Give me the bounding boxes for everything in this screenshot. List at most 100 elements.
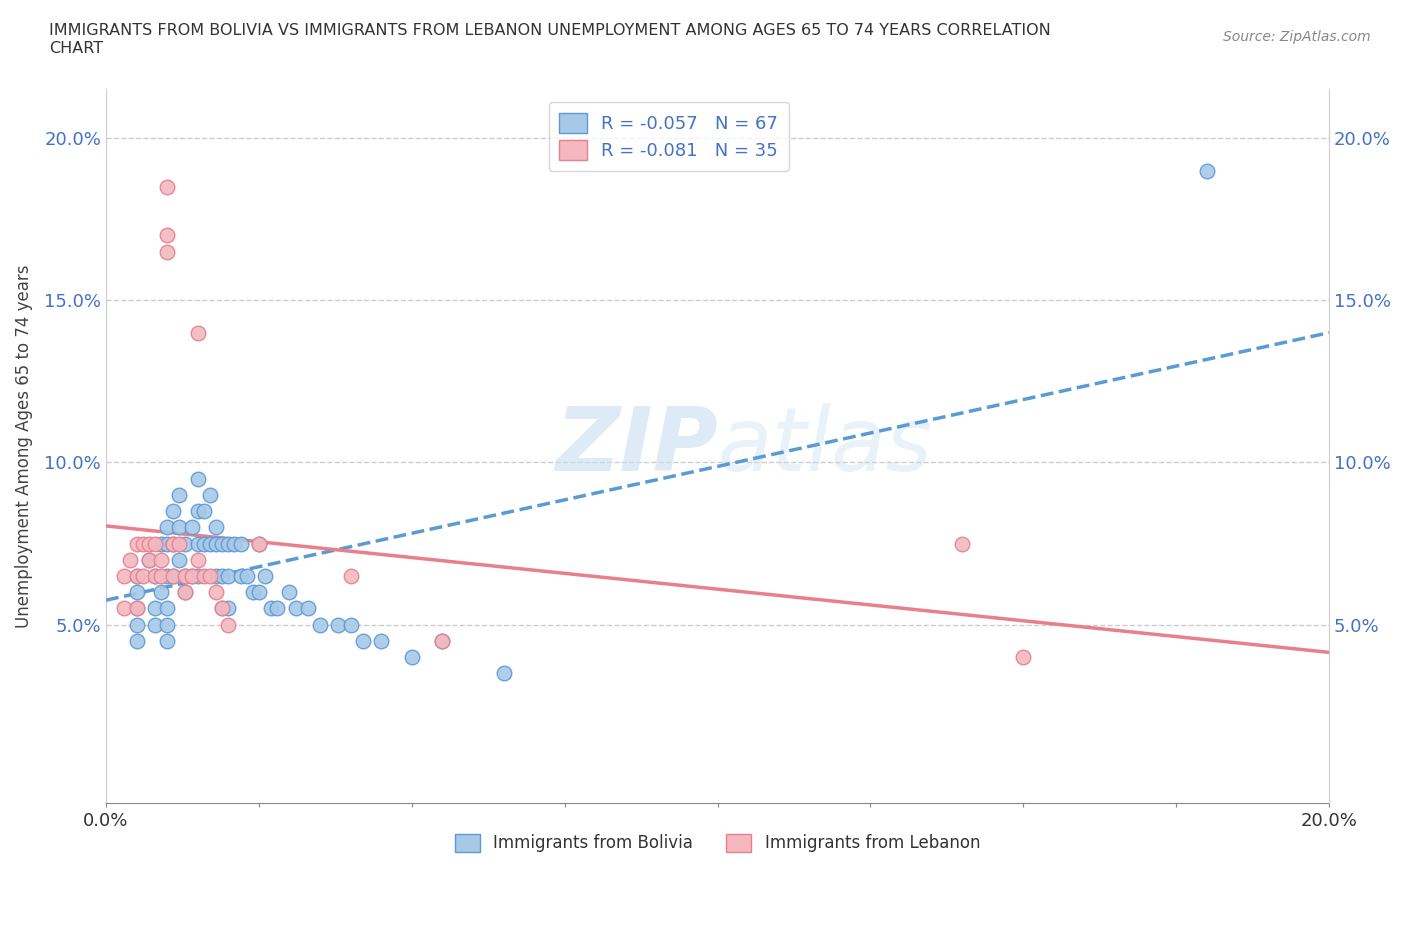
Point (131, 568, 153, 583)
Point (174, 568, 197, 583)
Y-axis label: Unemployment Among Ages 65 to 74 years: Unemployment Among Ages 65 to 74 years (15, 264, 32, 628)
Point (950, 536, 973, 551)
Point (169, 520, 191, 535)
Text: IMMIGRANTS FROM BOLIVIA VS IMMIGRANTS FROM LEBANON UNEMPLOYMENT AMONG AGES 65 TO: IMMIGRANTS FROM BOLIVIA VS IMMIGRANTS FR… (49, 23, 1050, 56)
Point (156, 245, 179, 259)
Point (309, 618, 332, 632)
Point (193, 504, 215, 519)
Point (247, 536, 270, 551)
Point (180, 520, 202, 535)
Point (260, 601, 283, 616)
Point (187, 568, 209, 583)
Point (187, 504, 209, 519)
Point (125, 618, 148, 632)
Point (180, 568, 202, 583)
Point (205, 585, 228, 600)
Point (143, 601, 166, 616)
Point (198, 487, 221, 502)
Point (339, 618, 361, 632)
Point (150, 568, 173, 583)
Point (174, 585, 197, 600)
Point (156, 520, 179, 535)
Point (169, 536, 191, 551)
Point (174, 536, 197, 551)
Point (205, 520, 228, 535)
Point (187, 326, 209, 340)
Point (211, 601, 233, 616)
Point (253, 568, 276, 583)
Point (205, 568, 228, 583)
Point (120, 552, 142, 567)
Point (125, 633, 148, 648)
Legend: Immigrants from Bolivia, Immigrants from Lebanon: Immigrants from Bolivia, Immigrants from… (449, 827, 987, 859)
Point (205, 536, 228, 551)
Point (370, 633, 392, 648)
Point (492, 666, 515, 681)
Point (217, 536, 239, 551)
Point (266, 601, 288, 616)
Point (193, 568, 215, 583)
Point (401, 650, 423, 665)
Point (143, 568, 166, 583)
Point (174, 568, 197, 583)
Point (138, 552, 160, 567)
Point (193, 536, 215, 551)
Point (352, 633, 374, 648)
Point (198, 568, 221, 583)
Point (125, 585, 148, 600)
Point (187, 552, 209, 567)
Point (217, 568, 239, 583)
Point (125, 568, 148, 583)
Point (180, 568, 202, 583)
Point (211, 601, 233, 616)
Point (1012, 650, 1035, 665)
Point (150, 585, 173, 600)
Point (229, 568, 252, 583)
Point (297, 601, 319, 616)
Point (143, 618, 166, 632)
Point (125, 601, 148, 616)
Point (339, 568, 361, 583)
Point (125, 568, 148, 583)
Point (156, 601, 179, 616)
Point (217, 618, 239, 632)
Point (162, 536, 184, 551)
Point (211, 568, 233, 583)
Text: Source: ZipAtlas.com: Source: ZipAtlas.com (1223, 30, 1371, 44)
Point (187, 536, 209, 551)
Point (162, 568, 184, 583)
Point (211, 536, 233, 551)
Point (162, 504, 184, 519)
Point (235, 568, 257, 583)
Point (138, 536, 160, 551)
Point (150, 552, 173, 567)
Point (156, 228, 179, 243)
Point (162, 536, 184, 551)
Point (143, 536, 166, 551)
Point (217, 601, 239, 616)
Point (156, 536, 179, 551)
Point (131, 536, 153, 551)
Point (278, 585, 301, 600)
Point (156, 179, 179, 194)
Text: ZIP: ZIP (555, 403, 717, 490)
Point (112, 568, 135, 583)
Point (169, 487, 191, 502)
Point (1195, 163, 1218, 178)
Point (284, 601, 307, 616)
Point (169, 552, 191, 567)
Point (125, 601, 148, 616)
Point (125, 536, 148, 551)
Point (112, 601, 135, 616)
Point (143, 568, 166, 583)
Point (224, 536, 246, 551)
Point (174, 585, 197, 600)
Text: atlas: atlas (717, 404, 932, 489)
Point (247, 536, 270, 551)
Point (242, 585, 264, 600)
Point (156, 568, 179, 583)
Point (162, 568, 184, 583)
Point (138, 552, 160, 567)
Point (150, 536, 173, 551)
Point (229, 536, 252, 551)
